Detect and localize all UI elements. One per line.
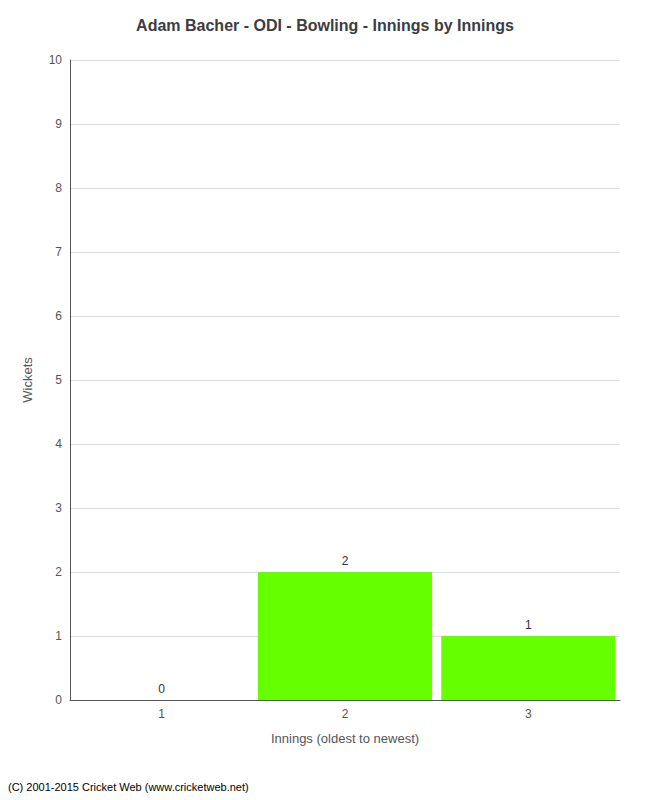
svg-text:4: 4: [55, 437, 62, 451]
svg-text:8: 8: [55, 181, 62, 195]
svg-text:(C) 2001-2015 Cricket Web (www: (C) 2001-2015 Cricket Web (www.cricketwe…: [8, 781, 249, 793]
svg-text:6: 6: [55, 309, 62, 323]
svg-text:9: 9: [55, 117, 62, 131]
svg-text:Wickets: Wickets: [20, 357, 35, 403]
svg-text:2: 2: [342, 554, 349, 568]
svg-text:2: 2: [55, 565, 62, 579]
svg-text:0: 0: [158, 682, 165, 696]
svg-text:Innings (oldest to newest): Innings (oldest to newest): [271, 731, 419, 746]
svg-text:5: 5: [55, 373, 62, 387]
svg-text:1: 1: [158, 707, 165, 721]
svg-text:Adam Bacher - ODI - Bowling -: Adam Bacher - ODI - Bowling - Innings by…: [136, 17, 514, 34]
svg-text:0: 0: [55, 693, 62, 707]
svg-text:3: 3: [55, 501, 62, 515]
svg-text:10: 10: [49, 53, 63, 67]
svg-text:3: 3: [525, 707, 532, 721]
svg-text:7: 7: [55, 245, 62, 259]
svg-text:1: 1: [525, 618, 532, 632]
svg-text:2: 2: [342, 707, 349, 721]
svg-text:1: 1: [55, 629, 62, 643]
